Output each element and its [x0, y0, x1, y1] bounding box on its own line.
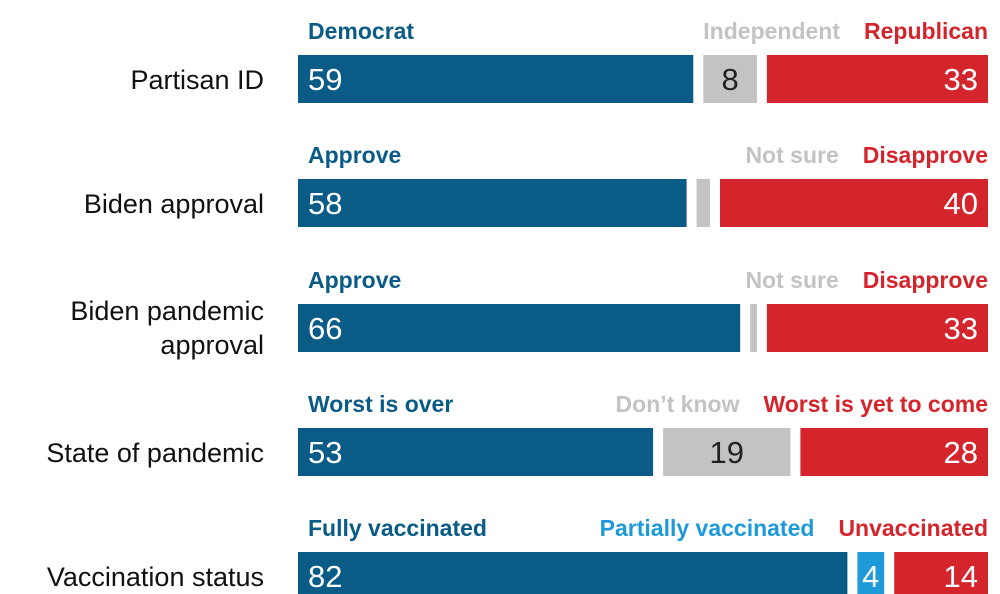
segment-header-partisan-id-democrat: Democrat: [308, 18, 414, 44]
value-label-state-of-pandemic-don-t-know: 19: [710, 435, 744, 470]
bar-segment-state-of-pandemic-worst-is-yet-to-come: [800, 428, 988, 476]
bar-segment-state-of-pandemic-worst-is-over: [298, 428, 654, 476]
bar-segment-biden-pandemic-approval-approve: [298, 304, 741, 352]
segment-header-biden-approval-not-sure: Not sure: [745, 142, 838, 168]
value-label-biden-pandemic-approval-disapprove: 33: [944, 311, 978, 346]
value-label-vaccination-status-partially-vaccinated: 4: [862, 559, 879, 594]
bar-segment-vaccination-status-unvaccinated: [894, 552, 988, 594]
segment-header-state-of-pandemic-worst-is-yet-to-come: Worst is yet to come: [763, 391, 988, 417]
segment-header-vaccination-status-unvaccinated: Unvaccinated: [838, 515, 988, 541]
value-label-partisan-id-republican: 33: [944, 62, 978, 97]
bar-segment-vaccination-status-fully-vaccinated: [298, 552, 848, 594]
row-label-biden-approval: Biden approval: [84, 189, 264, 219]
segment-header-biden-pandemic-approval-disapprove: Disapprove: [863, 267, 988, 293]
segment-header-biden-pandemic-approval-not-sure: Not sure: [745, 267, 838, 293]
row-label-biden-pandemic-approval-line-1: Biden pandemic: [70, 296, 264, 326]
bar-segment-biden-approval-approve: [298, 179, 687, 227]
bar-segment-biden-pandemic-approval-not-sure: [750, 304, 757, 352]
bar-segment-state-of-pandemic-don-t-know: [663, 428, 791, 476]
row-label-state-of-pandemic: State of pandemic: [46, 438, 264, 468]
bar-segment-partisan-id-democrat: [298, 55, 694, 103]
segment-header-partisan-id-republican: Republican: [864, 18, 988, 44]
row-label-partisan-id: Partisan ID: [130, 65, 264, 95]
value-label-state-of-pandemic-worst-is-over: 53: [308, 435, 342, 470]
value-label-state-of-pandemic-worst-is-yet-to-come: 28: [944, 435, 978, 470]
value-label-partisan-id-independent: 8: [721, 62, 738, 97]
segment-header-state-of-pandemic-worst-is-over: Worst is over: [308, 391, 453, 417]
value-label-vaccination-status-fully-vaccinated: 82: [308, 559, 342, 594]
bar-segment-biden-pandemic-approval-disapprove: [766, 304, 988, 352]
segment-header-vaccination-status-fully-vaccinated: Fully vaccinated: [308, 515, 487, 541]
bar-segment-biden-approval-not-sure: [696, 179, 710, 227]
segment-header-biden-approval-disapprove: Disapprove: [863, 142, 988, 168]
bar-segment-partisan-id-independent: [703, 55, 757, 103]
value-label-biden-approval-approve: 58: [308, 186, 342, 221]
value-label-vaccination-status-unvaccinated: 14: [944, 559, 978, 594]
value-label-biden-pandemic-approval-approve: 66: [308, 311, 342, 346]
segment-header-biden-approval-approve: Approve: [308, 142, 401, 168]
bar-segment-vaccination-status-partially-vaccinated: [857, 552, 885, 594]
segment-header-state-of-pandemic-don-t-know: Don’t know: [616, 391, 740, 417]
bar-segment-partisan-id-republican: [766, 55, 988, 103]
value-label-partisan-id-democrat: 59: [308, 62, 342, 97]
bar-segment-biden-approval-disapprove: [720, 179, 988, 227]
segment-header-partisan-id-independent: Independent: [703, 18, 840, 44]
row-label-vaccination-status: Vaccination status: [47, 562, 264, 592]
value-label-biden-approval-disapprove: 40: [944, 186, 978, 221]
segment-header-biden-pandemic-approval-approve: Approve: [308, 267, 401, 293]
row-label-biden-pandemic-approval-line-2: approval: [160, 330, 264, 360]
segment-header-vaccination-status-partially-vaccinated: Partially vaccinated: [600, 515, 815, 541]
